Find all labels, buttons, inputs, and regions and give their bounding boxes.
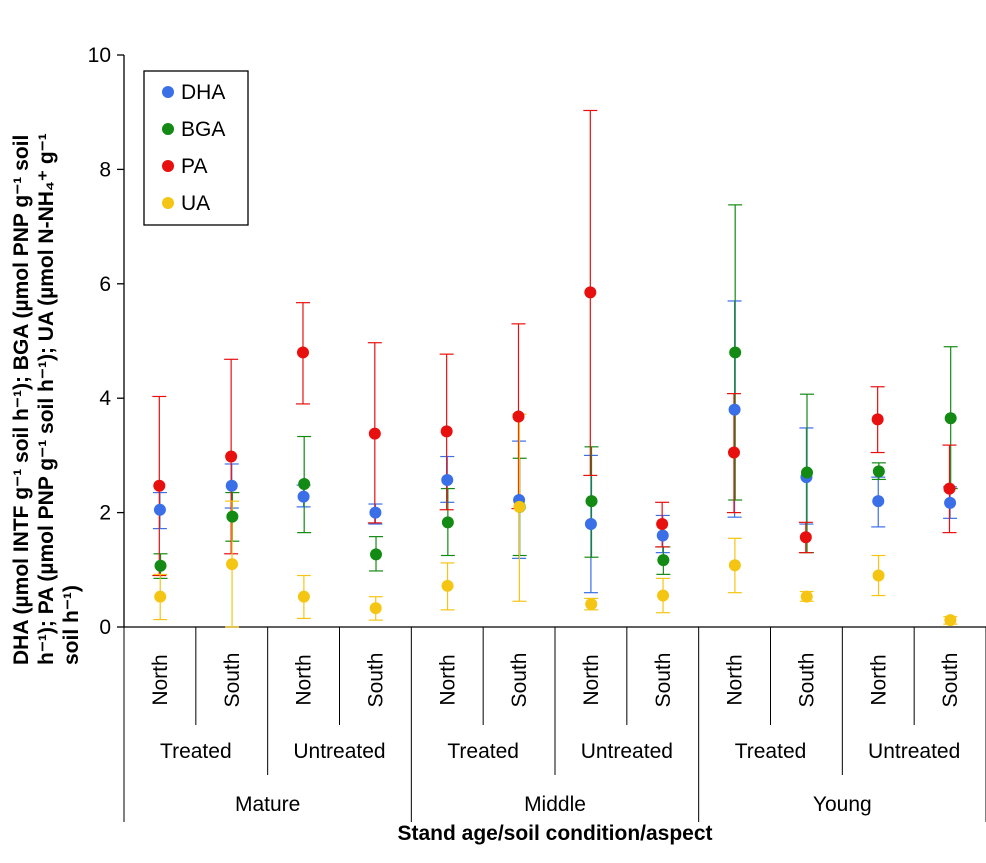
data-point-dha [369, 506, 382, 519]
y-axis-title-line-2: h⁻¹); PA (µmol PNP g⁻¹ soil h⁻¹); UA (µm… [35, 133, 58, 665]
x-tick-label: South [364, 653, 387, 708]
data-point-bga [872, 465, 885, 478]
y-axis-title-line-1: DHA (µmol INTF g⁻¹ soil h⁻¹); BGA (µmol … [10, 134, 33, 665]
y-tick-label: 4 [99, 387, 111, 410]
data-point-pa [512, 410, 525, 423]
data-point-ua [297, 590, 310, 603]
x-tick-label: South [939, 653, 962, 708]
legend-marker-ua [162, 197, 174, 209]
data-point-ua [657, 589, 670, 602]
data-point-ua [154, 590, 167, 603]
x-condition-label: Treated [735, 740, 807, 763]
x-age-label: Young [813, 793, 872, 816]
data-point-dha [656, 529, 669, 542]
data-point-dha [728, 403, 741, 416]
x-tick-label: South [795, 653, 818, 708]
x-age-label: Middle [524, 793, 586, 816]
data-point-pa [656, 518, 669, 531]
data-point-bga [801, 466, 814, 479]
data-point-bga [154, 559, 167, 572]
data-point-dha [225, 479, 238, 492]
data-point-pa [368, 427, 381, 440]
data-point-bga [585, 495, 598, 508]
data-point-pa [296, 346, 309, 359]
data-point-ua [369, 602, 382, 615]
y-tick-label: 2 [99, 502, 111, 525]
data-point-dha [872, 495, 885, 508]
x-condition-label: Treated [160, 740, 232, 763]
legend-label-bga: BGA [181, 118, 225, 141]
data-point-pa [584, 286, 597, 299]
x-tick-label: North [436, 654, 459, 705]
data-point-ua [728, 559, 741, 572]
data-point-ua [944, 614, 957, 627]
data-point-ua [513, 500, 526, 513]
x-condition-label: Untreated [868, 740, 960, 763]
data-point-dha [441, 473, 454, 486]
x-tick-label: North [149, 654, 172, 705]
legend-marker-pa [162, 160, 174, 172]
data-point-dha [297, 490, 310, 503]
data-point-bga [441, 516, 454, 529]
legend-box [143, 70, 249, 226]
legend-label-pa: PA [181, 155, 207, 178]
x-tick-label: North [724, 654, 747, 705]
data-point-ua [585, 598, 598, 611]
x-tick-label: South [508, 653, 531, 708]
legend-label-ua: UA [181, 192, 210, 215]
data-point-bga [729, 346, 742, 359]
data-point-ua [800, 590, 813, 603]
y-axis-title-line-3: soil h⁻¹) [60, 585, 83, 665]
data-point-pa [871, 413, 884, 426]
data-point-pa [153, 479, 166, 492]
x-axis-title: Stand age/soil condition/aspect [397, 822, 713, 845]
data-point-bga [226, 510, 239, 523]
x-tick-label: North [293, 654, 316, 705]
data-point-bga [298, 478, 311, 490]
x-age-label: Mature [235, 793, 300, 816]
y-tick-label: 10 [88, 44, 111, 67]
y-tick-label: 6 [99, 273, 111, 296]
data-point-dha [153, 503, 166, 516]
data-point-pa [440, 425, 453, 438]
legend-marker-bga [162, 123, 174, 135]
legend-marker-dha [162, 86, 174, 98]
x-condition-label: Untreated [581, 740, 673, 763]
data-point-pa [225, 450, 238, 463]
data-point-dha [584, 518, 597, 531]
data-point-ua [872, 569, 885, 582]
x-condition-label: Treated [447, 740, 519, 763]
y-tick-label: 0 [99, 616, 111, 639]
x-condition-label: Untreated [293, 740, 385, 763]
data-point-bga [944, 412, 957, 425]
data-point-ua [441, 579, 454, 592]
x-tick-label: South [652, 653, 675, 708]
y-tick-label: 8 [99, 158, 111, 181]
x-tick-label: North [580, 654, 603, 705]
x-tick-label: South [221, 653, 244, 708]
data-point-dha [944, 496, 957, 509]
data-point-pa [943, 482, 956, 495]
data-point-pa [799, 531, 812, 544]
data-point-bga [657, 554, 670, 567]
legend-label-dha: DHA [181, 81, 225, 104]
data-point-pa [727, 446, 740, 459]
data-point-bga [370, 548, 383, 561]
data-point-ua [226, 558, 239, 571]
x-tick-label: North [867, 654, 890, 705]
